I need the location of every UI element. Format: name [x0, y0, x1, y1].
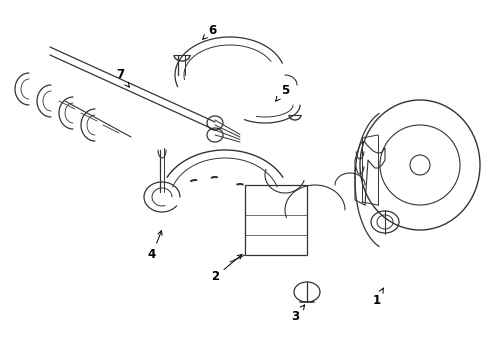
Text: 5: 5: [275, 84, 288, 101]
Text: 1: 1: [372, 288, 383, 306]
Text: 7: 7: [116, 68, 129, 87]
Text: 6: 6: [202, 23, 216, 39]
Text: 4: 4: [147, 231, 162, 261]
Bar: [244, 185, 306, 255]
Text: 3: 3: [290, 305, 304, 324]
Text: 2: 2: [210, 255, 242, 284]
